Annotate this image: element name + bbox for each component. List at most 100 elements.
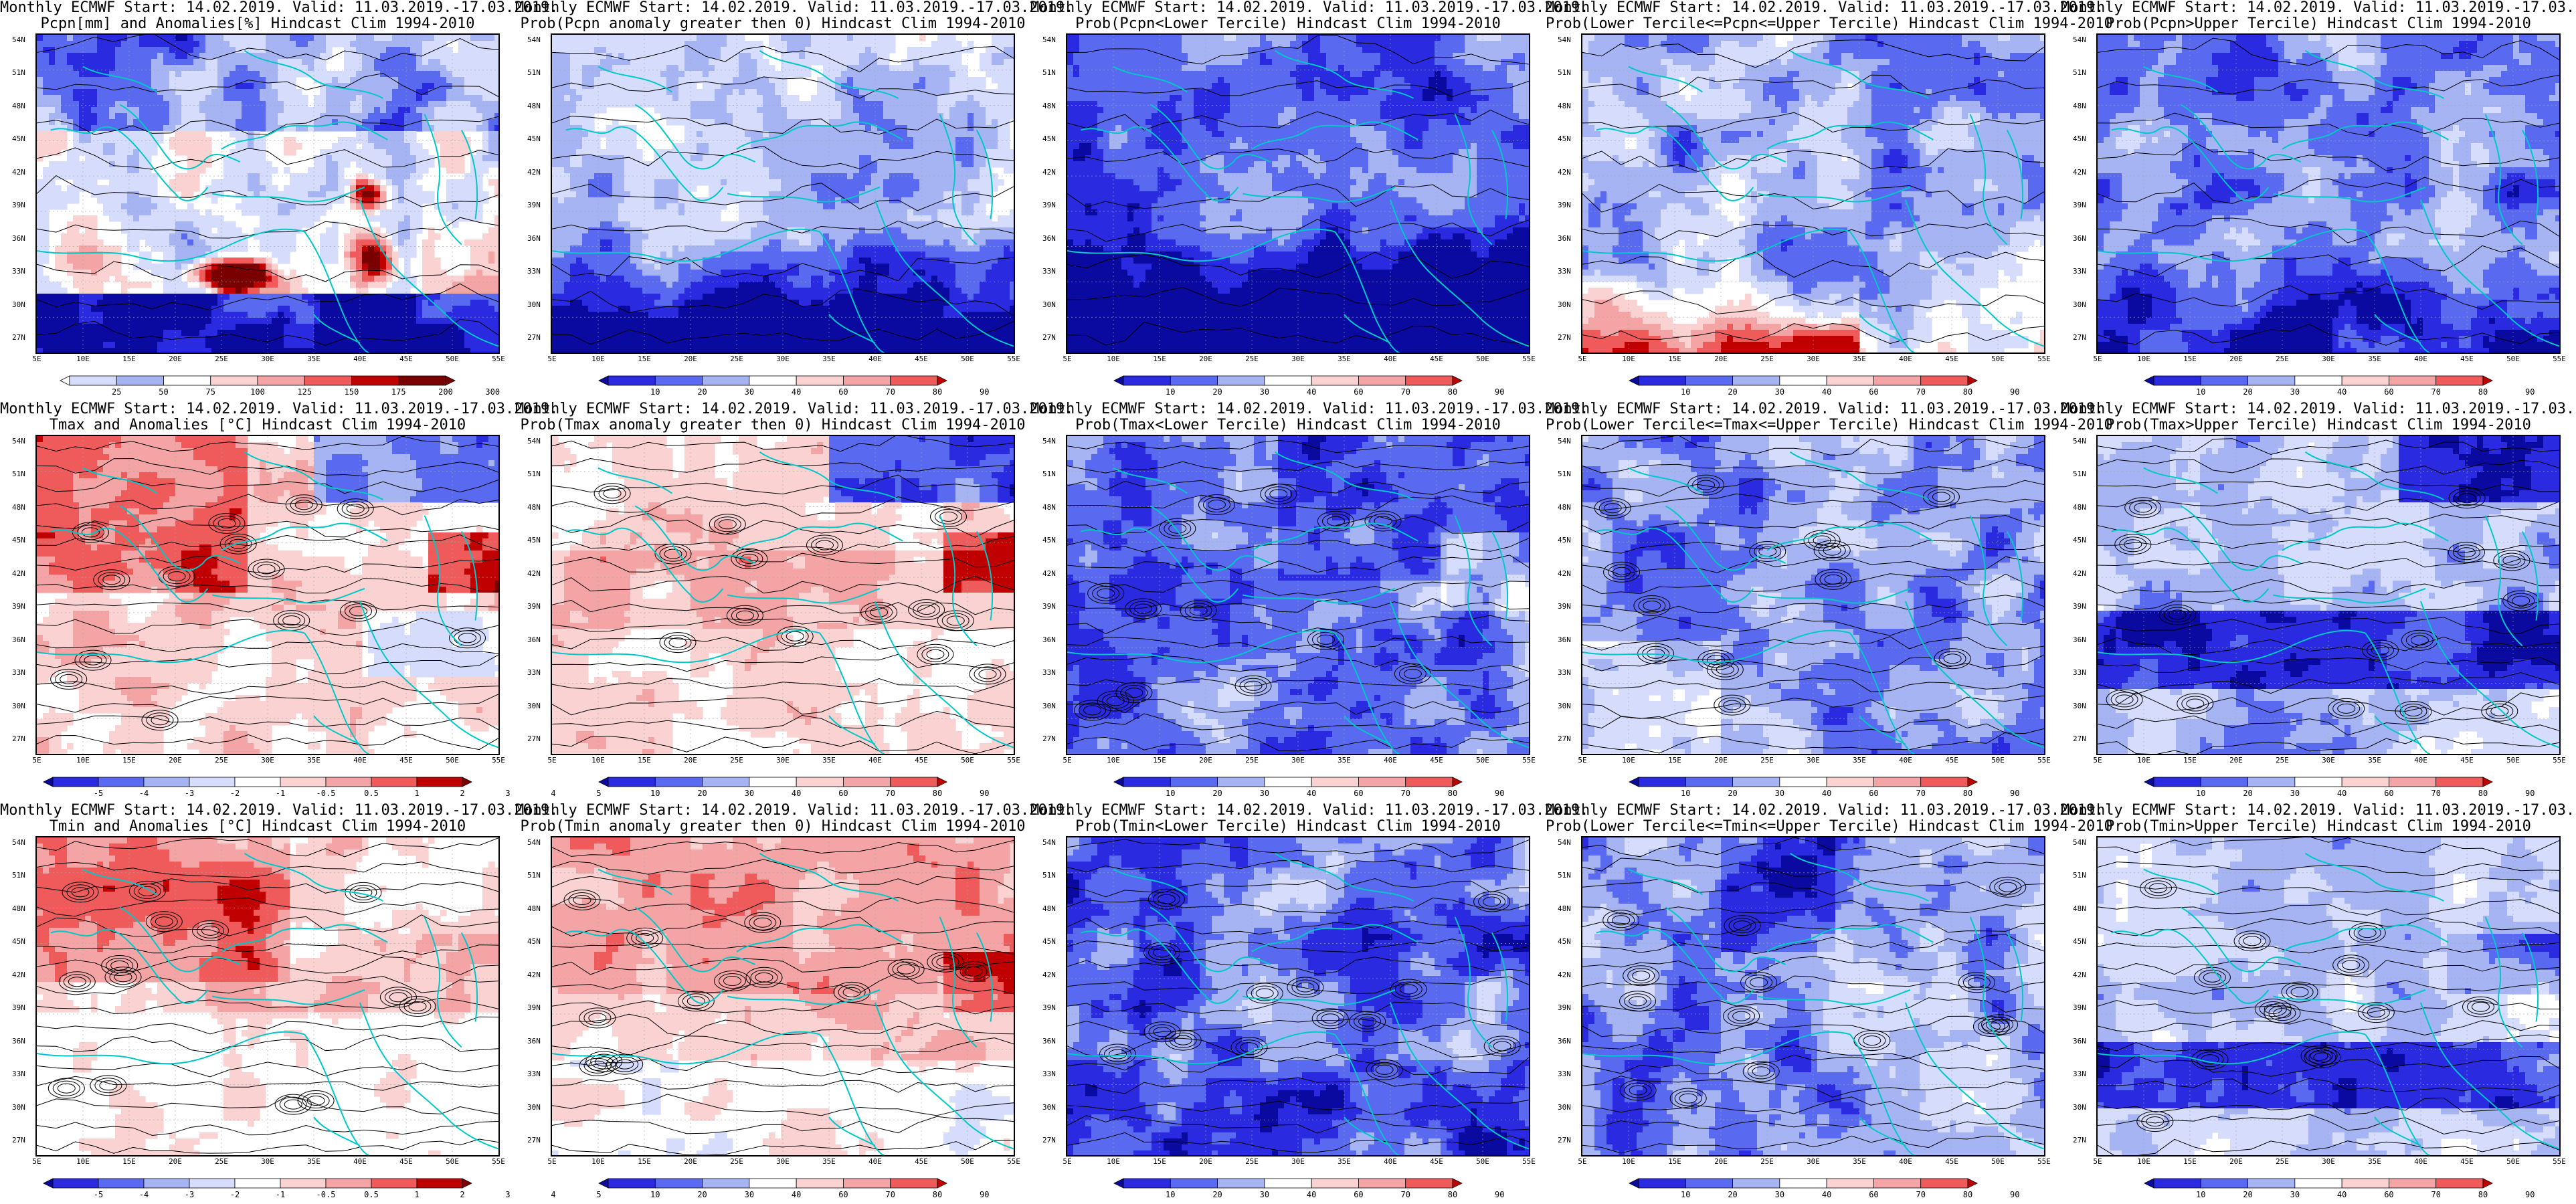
field-shading <box>1582 837 2044 1155</box>
color-scale-bin <box>1311 1178 1359 1189</box>
color-scale-label: 150 <box>345 387 359 397</box>
color-scale-label: 60 <box>2384 789 2393 798</box>
color-scale-label: 2 <box>460 1190 464 1199</box>
color-scale-label: -5 <box>94 789 103 798</box>
map-canvas[interactable] <box>1581 33 2045 354</box>
lat-tick-label: 42N <box>1558 168 1571 177</box>
color-scale-bin <box>702 1178 750 1189</box>
map-canvas[interactable] <box>551 33 1015 354</box>
lat-tick-label: 30N <box>527 1103 541 1112</box>
color-scale-bin <box>1170 375 1218 386</box>
lat-tick-label: 30N <box>12 1103 25 1112</box>
lon-tick-label: 50E <box>446 355 459 363</box>
color-scale-bin <box>843 777 891 787</box>
lon-tick-label: 50E <box>1476 355 1489 363</box>
lon-tick-label: 15E <box>2183 355 2197 363</box>
lat-tick-label: 39N <box>1042 201 1056 209</box>
lat-tick-label: 45N <box>1558 536 1571 544</box>
map-canvas[interactable] <box>551 435 1015 755</box>
lat-tick-label: 33N <box>1042 669 1056 677</box>
map-canvas[interactable] <box>1066 435 1530 755</box>
color-scale-label: 90 <box>980 387 989 397</box>
map-canvas[interactable] <box>35 435 500 755</box>
color-scale-label: 30 <box>1775 789 1784 798</box>
coastlines <box>1067 854 1529 1155</box>
lat-tick-label: 39N <box>527 603 541 611</box>
lon-tick-label: 35E <box>307 355 320 363</box>
color-scale-label: 80 <box>1448 387 1457 397</box>
lon-tick-label: 45E <box>2460 355 2474 363</box>
map-canvas[interactable] <box>2096 33 2561 354</box>
lat-tick-label: 27N <box>1558 334 1571 342</box>
lat-tick-label: 42N <box>527 168 541 177</box>
lat-tick-label: 30N <box>1558 702 1571 710</box>
panel-title-line2: Prob(Tmax anomaly greater then 0) Hindca… <box>515 417 1030 433</box>
color-scale-label: 90 <box>2010 387 2019 397</box>
lat-tick-label: 39N <box>12 603 25 611</box>
color-scale-bin <box>2435 1178 2484 1189</box>
color-scale-label: 80 <box>1448 789 1457 798</box>
lon-tick-label: 45E <box>1945 355 1958 363</box>
color-scale-bin <box>843 375 891 386</box>
field-shading <box>37 436 498 754</box>
map-panel: Monthly ECMWF Start: 14.02.2019. Valid: … <box>1546 803 2113 1204</box>
color-scale-label: 2 <box>460 789 464 798</box>
lat-tick-label: 36N <box>1558 234 1571 243</box>
lat-tick-label: 51N <box>527 470 541 478</box>
color-scale-label: 30 <box>2290 1190 2300 1199</box>
lon-tick-label: 20E <box>169 1158 182 1166</box>
color-scale-label: 10 <box>1166 387 1175 397</box>
lat-tick-label: 45N <box>1042 938 1056 946</box>
map-canvas[interactable] <box>551 836 1015 1157</box>
color-scale-bin <box>304 375 352 386</box>
lat-tick-label: 39N <box>2073 201 2086 209</box>
color-scale-bin <box>2247 777 2296 787</box>
map-canvas[interactable] <box>1581 836 2045 1157</box>
color-scale-label: 70 <box>1400 789 1410 798</box>
panel-title-line1: Monthly ECMWF Start: 14.02.2019. Valid: … <box>515 0 1073 16</box>
lon-tick-label: 20E <box>169 757 182 765</box>
color-scale-bin <box>2153 375 2201 386</box>
panel-title: Monthly ECMWF Start: 14.02.2019. Valid: … <box>1030 803 1588 835</box>
lat-tick-label: 51N <box>1558 872 1571 880</box>
color-scale-label: 20 <box>2243 387 2252 397</box>
map-canvas[interactable] <box>35 836 500 1157</box>
map-canvas[interactable] <box>1581 435 2045 755</box>
color-scale-bin <box>796 777 844 787</box>
lat-tick-label: 51N <box>2073 69 2086 77</box>
lat-tick-label: 39N <box>527 201 541 209</box>
color-scale-bin <box>608 375 656 386</box>
lon-tick-label: 15E <box>1153 1158 1166 1166</box>
panel-title: Monthly ECMWF Start: 14.02.2019. Valid: … <box>1030 401 1588 433</box>
color-scale-label: 40 <box>2337 789 2347 798</box>
lat-tick-label: 30N <box>1558 1103 1571 1112</box>
map-canvas[interactable] <box>2096 836 2561 1157</box>
panel-title-line1: Monthly ECMWF Start: 14.02.2019. Valid: … <box>2061 0 2576 16</box>
map-canvas[interactable] <box>2096 435 2561 755</box>
contour-lines <box>1067 439 1529 752</box>
color-scale-bin <box>1685 1178 1733 1189</box>
lon-tick-label: 5E <box>32 757 41 765</box>
color-scale-bin <box>2294 375 2342 386</box>
color-scale-label: 90 <box>1495 789 1504 798</box>
lon-tick-label: 30E <box>1291 355 1305 363</box>
lon-tick-label: 55E <box>2553 757 2566 765</box>
panel-title-line1: Monthly ECMWF Start: 14.02.2019. Valid: … <box>0 803 558 819</box>
coastlines <box>1582 452 2044 754</box>
lat-tick-label: 54N <box>527 437 541 445</box>
map-canvas[interactable] <box>1066 33 1530 354</box>
color-scale-arrow-low <box>598 375 609 386</box>
color-scale-bin <box>1311 375 1359 386</box>
lon-tick-label: 30E <box>776 355 790 363</box>
lon-tick-label: 40E <box>2414 355 2427 363</box>
contour-lines <box>1067 839 1529 1152</box>
color-scale-label: 80 <box>1963 789 1972 798</box>
color-scale-bin <box>1123 777 1171 787</box>
color-scale-arrow-low <box>1629 777 1639 787</box>
color-scale-bin <box>1217 1178 1265 1189</box>
lon-tick-label: 5E <box>547 1158 556 1166</box>
map-canvas[interactable] <box>1066 836 1530 1157</box>
color-scale-bin <box>1358 777 1406 787</box>
color-scale-label: -5 <box>94 1190 103 1199</box>
map-canvas[interactable] <box>35 33 500 354</box>
